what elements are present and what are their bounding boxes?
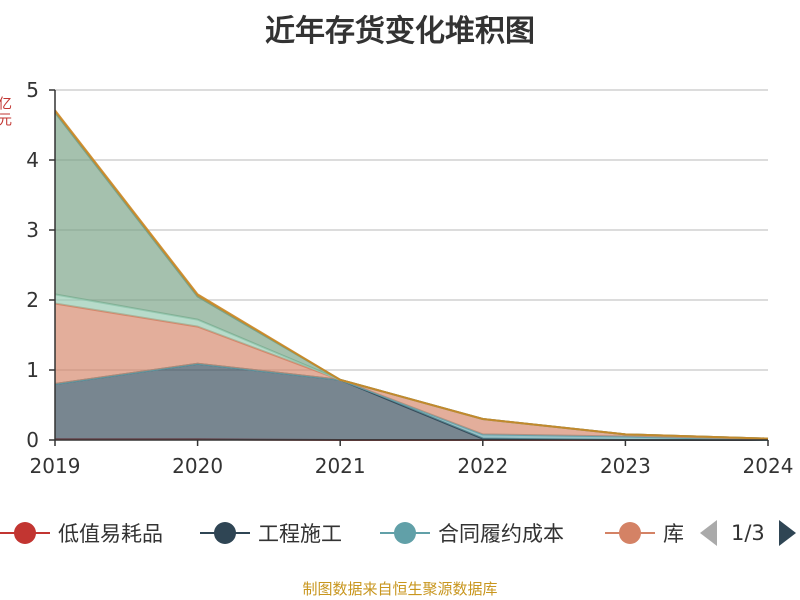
x-tick-label: 2019: [30, 454, 81, 478]
legend-item[interactable]: 低值易耗品: [0, 515, 163, 551]
legend-label: 合同履约成本: [438, 522, 564, 546]
y-tick-label: 4: [26, 148, 39, 172]
legend-marker-icon: [380, 515, 430, 551]
legend-prev-page-icon[interactable]: [700, 520, 717, 546]
legend-pager: 1/3: [700, 515, 796, 551]
legend-dot-icon: [619, 522, 641, 544]
y-tick-label: 0: [26, 428, 39, 452]
x-tick-label: 2024: [743, 454, 794, 478]
legend-dot-icon: [214, 522, 236, 544]
y-tick-label: 3: [26, 218, 39, 242]
legend-next-page-icon[interactable]: [778, 520, 796, 546]
x-tick-label: 2023: [600, 454, 651, 478]
legend-marker-icon: [605, 515, 655, 551]
area-series-3: [55, 303, 768, 440]
legend-dot-icon: [394, 522, 416, 544]
legend-item[interactable]: 工程施工: [200, 515, 342, 551]
y-axis-unit: 亿元: [0, 96, 12, 128]
y-tick-label: 1: [26, 358, 39, 382]
legend-item[interactable]: 合同履约成本: [380, 515, 564, 551]
area-series-1: [55, 363, 768, 440]
legend-dot-icon: [14, 522, 36, 544]
area-series-line-6: [54, 109, 769, 440]
chart-title: 近年存货变化堆积图: [265, 14, 535, 49]
legend-marker-icon: [0, 515, 50, 551]
legend-label: 库: [663, 522, 684, 546]
x-tick-label: 2021: [315, 454, 366, 478]
y-tick-label: 5: [26, 78, 39, 102]
source-note: 制图数据来自恒生聚源数据库: [302, 580, 498, 598]
legend-label: 低值易耗品: [58, 522, 163, 546]
legend-item[interactable]: 库: [605, 515, 684, 551]
x-tick-label: 2022: [457, 454, 508, 478]
legend-label: 工程施工: [258, 522, 342, 546]
x-tick-label: 2020: [172, 454, 223, 478]
y-tick-label: 2: [26, 288, 39, 312]
legend-marker-icon: [200, 515, 250, 551]
legend: 低值易耗品 工程施工 合同履约成本 库: [0, 515, 700, 551]
area-series-4: [55, 294, 768, 439]
legend-page-indicator: 1/3: [731, 521, 765, 545]
